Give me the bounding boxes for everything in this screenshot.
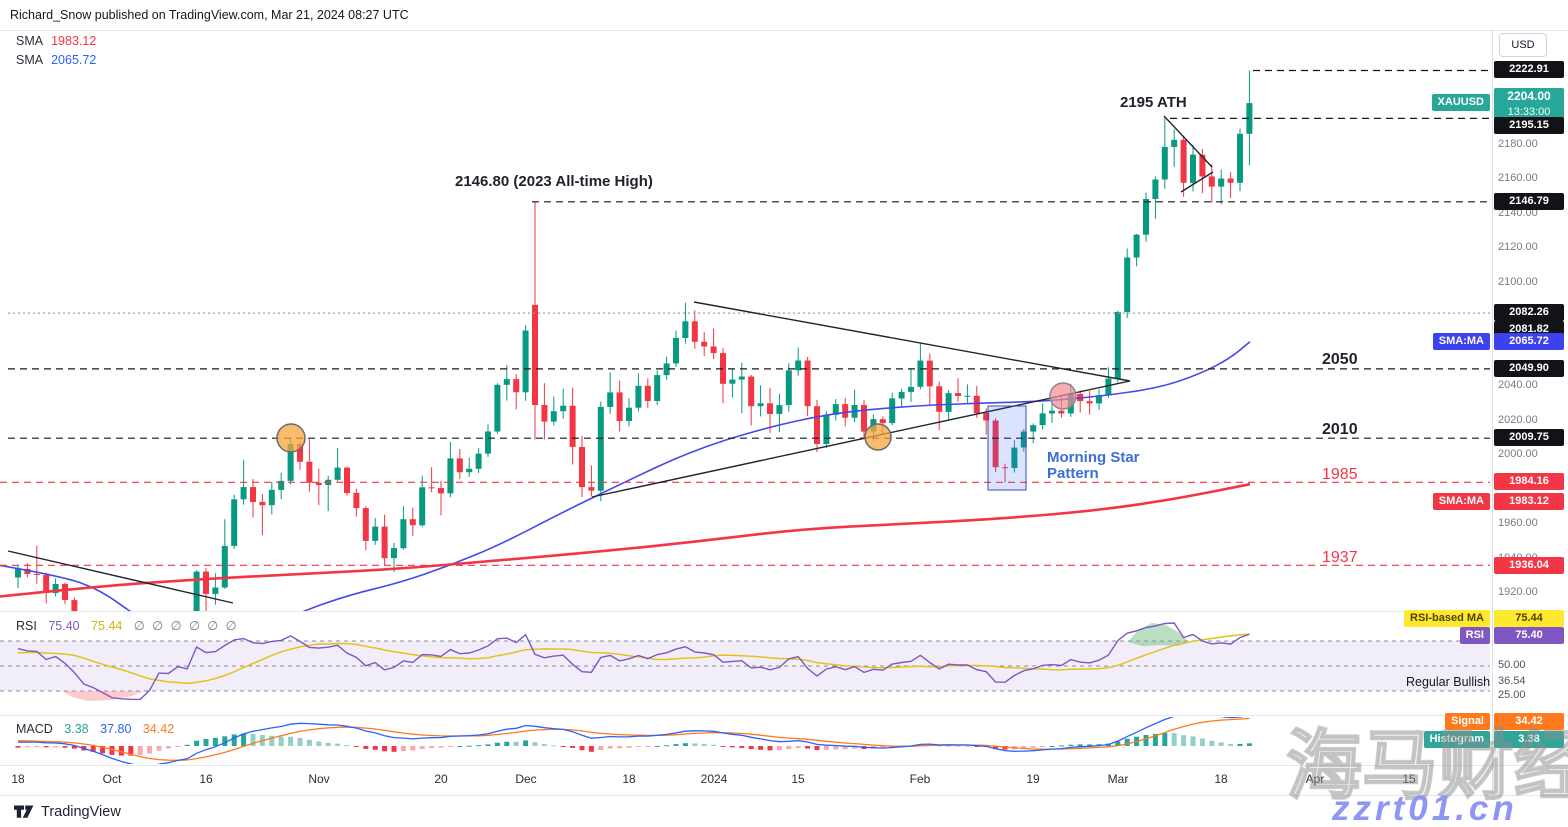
time-axis-label: 15: [1402, 772, 1416, 786]
price-tick: 2000.00: [1498, 448, 1538, 460]
price-label-chip: 75.44: [1494, 610, 1564, 627]
time-axis-label: 18: [1214, 772, 1228, 786]
price-tick: 2100.00: [1498, 275, 1538, 288]
countdown-time: 13:33:00: [1507, 106, 1551, 118]
rsi-divergence-highlight: [1128, 623, 1188, 646]
time-axis-label: 20: [434, 772, 448, 786]
rsi-label: RSI: [16, 619, 37, 633]
time-axis-label: Dec: [515, 772, 537, 786]
annotation-morning-star: Morning Star Pattern: [1047, 449, 1140, 482]
symbol-chip: XAUUSD: [1431, 94, 1490, 111]
sma-legend-row-blue: SMA 2065.72: [16, 51, 96, 70]
indicator-name-chip: SMA:MA: [1432, 493, 1490, 510]
time-axis-label: 19: [1026, 772, 1040, 786]
sma-label: SMA: [16, 34, 44, 48]
macd-signal-value: 34.42: [142, 722, 175, 736]
price-label-chip: 1984.16: [1494, 473, 1564, 490]
rsi-ma-value: 75.44: [91, 619, 123, 633]
trendline: [591, 380, 1131, 498]
brand-text: TradingView: [41, 803, 121, 820]
price-label-chip: 34.42: [1494, 713, 1564, 730]
time-axis-label: Oct: [102, 772, 122, 786]
macd-label: MACD: [16, 722, 53, 736]
morning-star-box: [987, 405, 1027, 491]
price-label-chip: 2195.15: [1494, 117, 1564, 134]
price-label-chip: 1983.12: [1494, 493, 1564, 510]
trendline: [1180, 171, 1214, 193]
price-label-chip: 2146.79: [1494, 193, 1564, 210]
annotation-ath: 2195 ATH: [1120, 94, 1187, 111]
price-label-chip: 2009.75: [1494, 429, 1564, 446]
time-axis-label: Nov: [308, 772, 330, 786]
rsi-value: 75.40: [48, 619, 80, 633]
main-legend: SMA 1983.12 SMA 2065.72: [16, 32, 96, 70]
sma-red-line: [0, 482, 1251, 598]
tradingview-logo[interactable]: TradingView: [14, 803, 121, 820]
annotation-level-1937: 1937: [1322, 549, 1358, 566]
price-label-chip: 2049.90: [1494, 360, 1564, 377]
rsi-tick: 25.00: [1498, 689, 1526, 701]
publish-header: Richard_Snow published on TradingView.co…: [0, 0, 1568, 30]
price-tick: 2020.00: [1498, 413, 1538, 426]
price-tick: 2160.00: [1498, 172, 1538, 184]
rsi-layer: [17, 622, 1250, 701]
macd-layer: [15, 717, 1252, 764]
candles-layer: [15, 70, 1253, 611]
price-label-chip: 75.40: [1494, 627, 1564, 644]
sma-blue-value: 2065.72: [51, 53, 97, 67]
price-tick: 1920.00: [1498, 586, 1538, 598]
indicator-name-chip: RSI-based MA: [1404, 610, 1490, 627]
sma-red-value: 1983.12: [51, 34, 97, 48]
price-label-chip: 2082.26: [1494, 304, 1564, 321]
macd-legend: MACD 3.38 37.80 34.42: [16, 722, 174, 736]
highlight-circle: [864, 423, 892, 451]
indicator-name-chip: SMA:MA: [1432, 333, 1490, 350]
annotation-regular-bullish: Regular Bullish: [1406, 675, 1491, 689]
currency-button[interactable]: USD: [1499, 33, 1547, 57]
tradingview-logo-icon: [14, 805, 34, 818]
time-axis-label: Mar: [1107, 772, 1129, 786]
time-axis-label: Apr: [1305, 772, 1325, 786]
price-tick: 1960.00: [1498, 517, 1538, 529]
price-label-chip: 2065.72: [1494, 333, 1564, 350]
sma-label: SMA: [16, 53, 44, 67]
price-label-chip: 3.38: [1494, 731, 1564, 748]
rsi-tick: 36.54: [1498, 675, 1526, 687]
highlight-circle: [1049, 382, 1077, 410]
indicator-name-chip: Histogram: [1423, 731, 1490, 748]
price-label-chip: 2222.91: [1494, 61, 1564, 78]
macd-line-value: 37.80: [100, 722, 132, 736]
time-axis-label: Feb: [909, 772, 931, 786]
rsi-legend: RSI 75.40 75.44 ∅ ∅ ∅ ∅ ∅ ∅: [16, 618, 239, 633]
highlight-circle: [276, 423, 306, 453]
sma-legend-row-red: SMA 1983.12: [16, 32, 96, 51]
time-axis-label: 18: [11, 772, 25, 786]
price-label-chip: 1936.04: [1494, 557, 1564, 574]
annotation-2023-high: 2146.80 (2023 All-time High): [455, 173, 653, 190]
macd-hist-value: 3.38: [64, 722, 89, 736]
annotation-level-1985: 1985: [1322, 466, 1358, 483]
price-tick: 2120.00: [1498, 241, 1538, 253]
time-axis-label: 16: [199, 772, 213, 786]
footer-bar: TradingView: [0, 796, 1568, 827]
price-tick: 2180.00: [1498, 137, 1538, 150]
rsi-empty-inputs: ∅ ∅ ∅ ∅ ∅ ∅: [133, 619, 239, 633]
trendline: [7, 550, 234, 604]
rsi-tick: 50.00: [1498, 659, 1526, 671]
time-axis-label: 15: [791, 772, 805, 786]
rsi-divergence-highlight: [62, 691, 145, 701]
annotation-level-2050: 2050: [1322, 351, 1358, 368]
trendline: [1163, 115, 1213, 168]
price-tick: 2040.00: [1498, 379, 1538, 391]
time-axis-label: 18: [622, 772, 636, 786]
trendline: [693, 301, 1131, 382]
last-price: 2204.00: [1507, 89, 1551, 103]
annotation-level-2010: 2010: [1322, 421, 1358, 438]
time-axis-label: 2024: [700, 772, 728, 786]
indicator-name-chip: RSI: [1459, 627, 1490, 644]
indicator-name-chip: Signal: [1444, 713, 1490, 730]
last-price-chip: 2204.00 13:33:00: [1494, 88, 1564, 121]
